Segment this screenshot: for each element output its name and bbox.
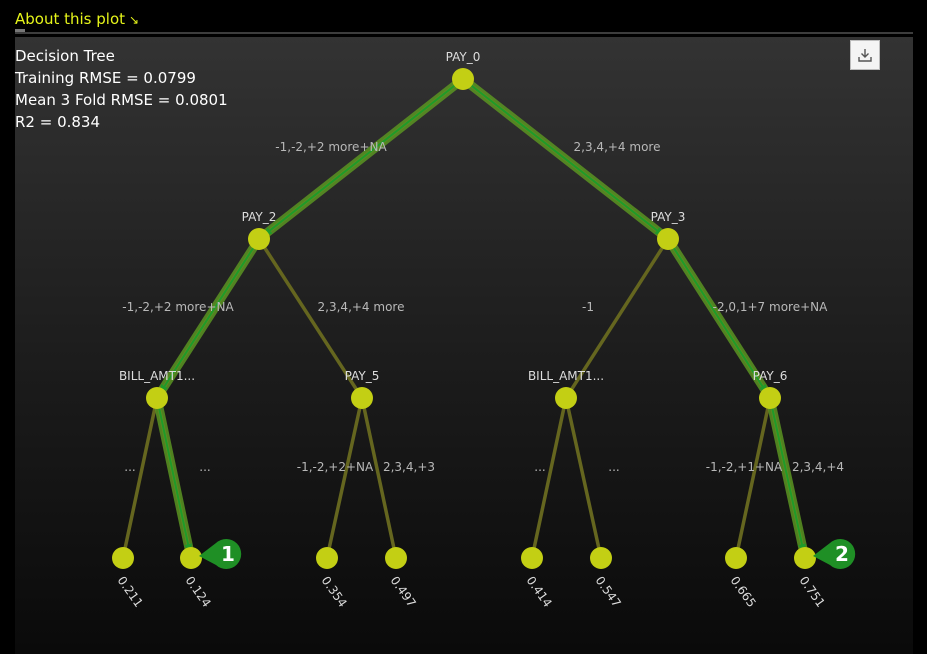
tree-edge <box>121 397 159 559</box>
node-label: PAY_2 <box>242 210 277 224</box>
split-node[interactable] <box>555 387 577 409</box>
path-marker-bubble <box>199 539 242 570</box>
split-node[interactable] <box>759 387 781 409</box>
node-label: PAY_5 <box>345 369 380 383</box>
path-marker: 2 <box>813 539 856 570</box>
node-label: PAY_3 <box>651 210 686 224</box>
decision-path-arrow <box>769 399 806 553</box>
header-divider <box>15 32 913 34</box>
edge-label: -2,0,1+7 more+NA <box>713 300 828 314</box>
leaf-value-label: 0.547 <box>593 574 624 610</box>
training-rmse: Training RMSE = 0.0799 <box>15 69 196 87</box>
cv-rmse: Mean 3 Fold RMSE = 0.0801 <box>15 91 228 109</box>
edge-label: -1 <box>582 300 594 314</box>
tree-edge <box>564 397 603 559</box>
decision-path-arrow <box>668 240 767 393</box>
leaf-value-label: 0.751 <box>797 574 828 610</box>
leaf-value-label: 0.354 <box>319 574 350 610</box>
leaf-value-label: 0.124 <box>183 574 214 610</box>
path-marker-number: 1 <box>221 542 235 566</box>
decision-path-arrow <box>156 399 193 553</box>
leaf-node[interactable] <box>112 547 134 569</box>
tree-edge <box>360 397 398 559</box>
stats-title: Decision Tree <box>15 47 115 65</box>
leaf-node[interactable] <box>385 547 407 569</box>
tree-edge <box>325 397 364 559</box>
split-node[interactable] <box>146 387 168 409</box>
edge-label: -1,-2,+2+NA <box>297 460 374 474</box>
leaf-node[interactable] <box>316 547 338 569</box>
edge-label: ... <box>199 460 210 474</box>
node-label: BILL_AMT1... <box>528 369 604 383</box>
node-label: PAY_0 <box>446 50 481 64</box>
decision-path-arrow <box>160 240 259 393</box>
decision-path-arrow <box>463 79 664 236</box>
path-marker-number: 2 <box>835 542 849 566</box>
edge-label: -1,-2,+2 more+NA <box>122 300 234 314</box>
tree-edge <box>564 238 670 399</box>
tree-edge <box>257 238 364 399</box>
leaf-value-label: 0.497 <box>388 574 419 610</box>
divider-tick <box>15 29 25 34</box>
model-stats: Decision Tree Training RMSE = 0.0799 Mea… <box>15 45 228 133</box>
about-this-plot-link[interactable]: About this plot ↘ <box>15 10 139 28</box>
edge-label: -1,-2,+1+NA <box>706 460 783 474</box>
tree-edge <box>734 397 772 559</box>
edge-label: 2,3,4,+3 <box>383 460 435 474</box>
leaf-node[interactable] <box>794 547 816 569</box>
split-node[interactable] <box>657 228 679 250</box>
edge-label: 2,3,4,+4 more <box>318 300 405 314</box>
download-icon <box>858 49 872 62</box>
node-label: PAY_6 <box>753 369 788 383</box>
leaf-node[interactable] <box>521 547 543 569</box>
node-label: BILL_AMT1... <box>119 369 195 383</box>
edge-label: ... <box>534 460 545 474</box>
split-node[interactable] <box>248 228 270 250</box>
leaf-value-label: 0.414 <box>524 574 555 610</box>
about-label: About this plot <box>15 10 126 28</box>
split-node[interactable] <box>351 387 373 409</box>
path-marker: 1 <box>199 539 242 570</box>
path-marker-bubble <box>813 539 856 570</box>
plot-panel <box>15 37 913 654</box>
tree-edge <box>530 397 568 559</box>
decision-path-arrow <box>263 79 463 236</box>
leaf-node[interactable] <box>590 547 612 569</box>
split-node[interactable] <box>452 68 474 90</box>
leaf-value-label: 0.211 <box>115 574 146 610</box>
download-button[interactable] <box>850 40 880 70</box>
edge-label: 2,3,4,+4 <box>792 460 844 474</box>
edge-label: 2,3,4,+4 more <box>574 140 661 154</box>
edge-label: ... <box>608 460 619 474</box>
plot-header <box>0 0 927 36</box>
r2-score: R2 = 0.834 <box>15 113 101 131</box>
leaf-node[interactable] <box>725 547 747 569</box>
edge-label: ... <box>124 460 135 474</box>
leaf-node[interactable] <box>180 547 202 569</box>
leaf-value-label: 0.665 <box>728 574 759 610</box>
arrow-down-right-icon: ↘ <box>129 13 140 27</box>
edge-label: -1,-2,+2 more+NA <box>275 140 387 154</box>
